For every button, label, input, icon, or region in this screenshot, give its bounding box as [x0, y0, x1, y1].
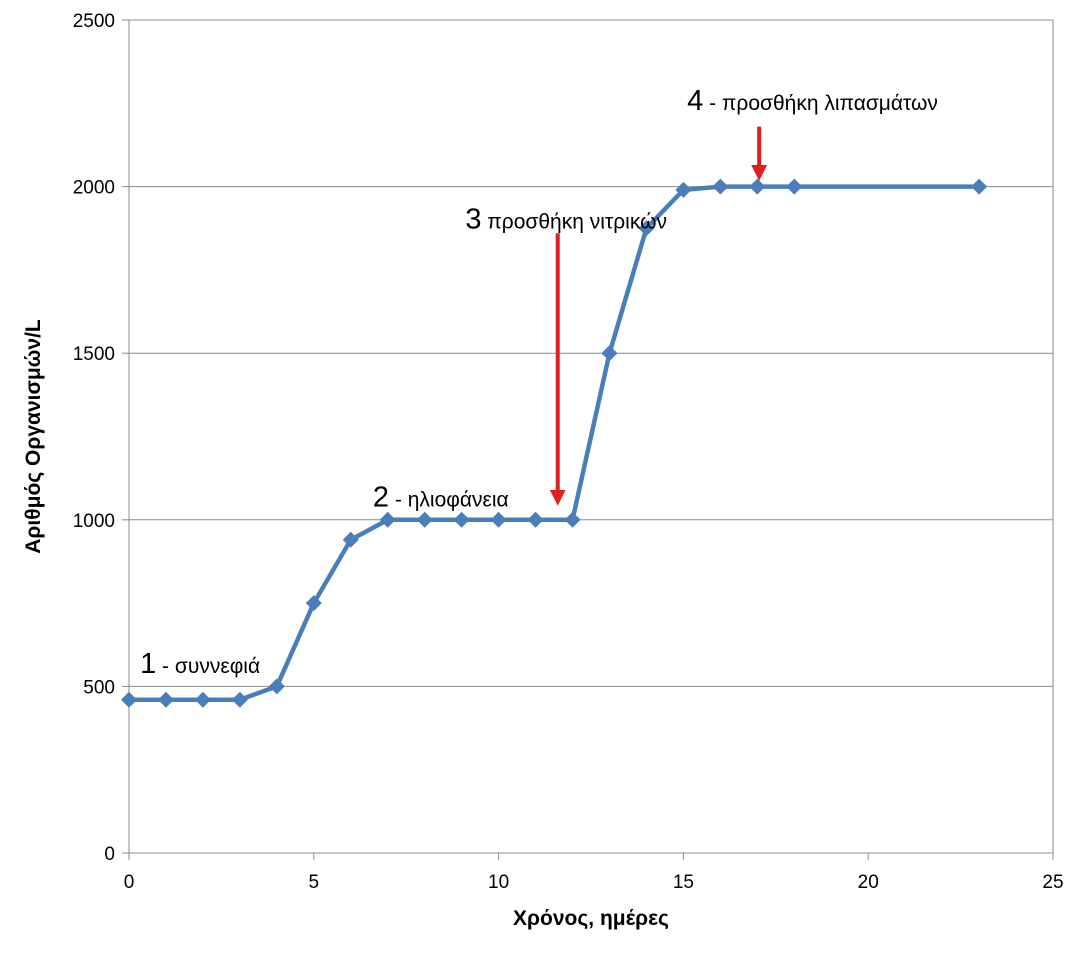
annotation-number: 1 — [140, 648, 156, 680]
data-series — [121, 179, 987, 708]
x-tick-label: 25 — [1042, 872, 1063, 893]
data-point — [195, 692, 211, 708]
x-tick-label: 10 — [488, 872, 509, 893]
annotation-text: - προσθήκη λιπασμάτων — [703, 92, 938, 115]
annotation-number: 2 — [373, 481, 389, 513]
data-point — [454, 512, 470, 528]
axes: 0 500 1000 1500 2000 2500 0 5 10 15 20 25 — [73, 11, 1064, 893]
y-tick-label: 500 — [83, 677, 115, 698]
data-point — [971, 179, 987, 195]
annotation-number: 3 — [465, 203, 481, 235]
x-tick-label: 20 — [858, 872, 879, 893]
data-point — [786, 179, 802, 195]
gridlines — [129, 20, 1053, 686]
data-point — [712, 179, 728, 195]
data-point — [528, 512, 544, 528]
data-point — [232, 692, 248, 708]
series-line — [129, 187, 979, 700]
y-tick-label: 1000 — [73, 511, 115, 532]
x-tick-label: 15 — [673, 872, 694, 893]
annotation-label: 2 - ηλιοφάνεια — [373, 481, 509, 513]
y-tick-label: 1500 — [73, 344, 115, 365]
y-tick-label: 2000 — [73, 178, 115, 199]
data-point — [565, 512, 581, 528]
x-tick-label: 0 — [124, 872, 135, 893]
data-point — [417, 512, 433, 528]
x-tick-label: 5 — [309, 872, 320, 893]
data-point — [121, 692, 137, 708]
annotation-label: 1 - συννεφιά — [140, 648, 260, 680]
annotation-text: - συννεφιά — [156, 655, 260, 678]
annotation-label: 3 προσθήκη νιτρικών — [465, 203, 667, 235]
data-point — [491, 512, 507, 528]
x-axis-title: Χρόνος, ημέρες — [513, 907, 669, 930]
y-tick-label: 2500 — [73, 11, 115, 32]
data-point — [380, 512, 396, 528]
data-point — [269, 678, 285, 694]
data-point — [601, 345, 617, 361]
annotation-text: - ηλιοφάνεια — [389, 488, 509, 511]
annotations: 1 - συννεφιά 2 - ηλιοφάνεια 3 προσθήκη νιτ… — [140, 85, 938, 680]
annotation-number: 4 — [687, 85, 703, 117]
data-point — [158, 692, 174, 708]
annotation-label: 4 - προσθήκη λιπασμάτων — [687, 85, 938, 117]
y-axis-title: Αριθμός Οργανισμών/L — [22, 319, 45, 554]
y-tick-label: 0 — [104, 844, 115, 865]
data-point — [749, 179, 765, 195]
annotation-text: προσθήκη νιτρικών — [481, 210, 667, 233]
